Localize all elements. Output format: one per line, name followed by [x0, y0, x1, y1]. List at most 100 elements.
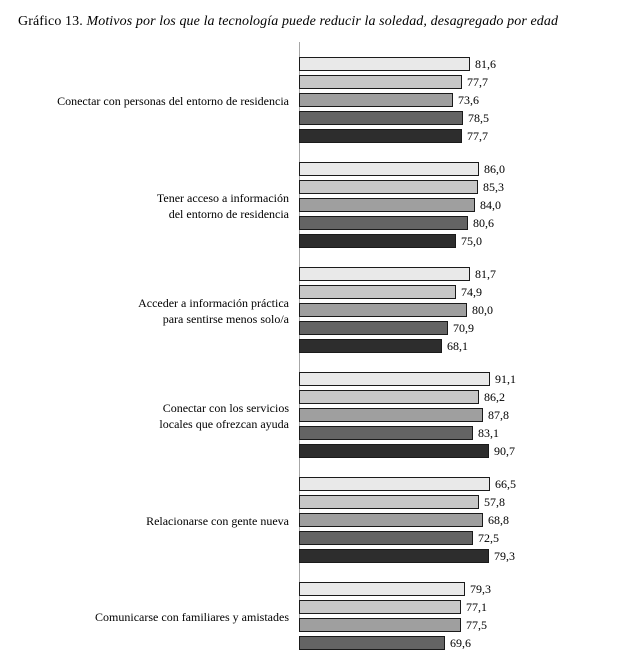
bar	[299, 267, 470, 281]
group-bars: 81,7 74,9 80,0 70,9 68,1	[299, 267, 621, 357]
bar-row: 70,9	[299, 321, 621, 335]
bar-value-label: 80,0	[472, 302, 493, 317]
bar-row: 81,7	[299, 267, 621, 281]
group-bars: 79,3 77,1 77,5 69,6	[299, 582, 621, 654]
bar-value-label: 77,7	[467, 128, 488, 143]
bar	[299, 582, 465, 596]
chart-title: Gráfico 13. Motivos por los que la tecno…	[18, 14, 558, 30]
bar-value-label: 77,5	[466, 617, 487, 632]
bar-row: 57,8	[299, 495, 621, 509]
group-label-line: Tener acceso a información	[156, 191, 289, 206]
group-label-line: locales que ofrezcan ayuda	[159, 417, 289, 431]
bar-value-label: 87,8	[488, 407, 509, 422]
bar	[299, 285, 456, 299]
bar-value-label: 85,3	[483, 179, 504, 194]
bar	[299, 426, 473, 440]
bar	[299, 444, 489, 458]
bar-group: Comunicarse con familiares y amistades 79…	[0, 582, 621, 654]
bar	[299, 57, 470, 71]
bar-value-label: 84,0	[480, 197, 501, 212]
bar-row: 77,7	[299, 75, 621, 89]
bar-value-label: 70,9	[453, 320, 474, 335]
group-label-line: Conectar con personas del entorno de res…	[57, 94, 289, 109]
bar-row: 87,8	[299, 408, 621, 422]
bar-row: 73,6	[299, 93, 621, 107]
bar	[299, 477, 490, 491]
group-label-line: Relacionarse con gente nueva	[146, 514, 289, 529]
bar-group: Relacionarse con gente nueva 66,5 57,8 68,8…	[0, 477, 621, 567]
bar-value-label: 90,7	[494, 443, 515, 458]
bar	[299, 408, 483, 422]
bar	[299, 75, 462, 89]
bar	[299, 303, 467, 317]
group-bars: 66,5 57,8 68,8 72,5 79,3	[299, 477, 621, 567]
bar-group: Tener acceso a información del entorno de…	[0, 162, 621, 252]
bar-value-label: 57,8	[484, 494, 505, 509]
bar-row: 79,3	[299, 582, 621, 596]
group-label: Conectar con personas del entorno de res…	[0, 57, 299, 147]
group-label: Acceder a información práctica para senti…	[0, 267, 299, 357]
group-label-line: Comunicarse con familiares y amistades	[95, 610, 289, 625]
bar	[299, 339, 442, 353]
bar	[299, 513, 483, 527]
group-bars: 86,0 85,3 84,0 80,6 75,0	[299, 162, 621, 252]
bar-group: Acceder a información práctica para senti…	[0, 267, 621, 357]
bar-value-label: 77,7	[467, 74, 488, 89]
group-label: Conectar con los servicios locales que of…	[0, 372, 299, 462]
bar-row: 86,0	[299, 162, 621, 176]
bar-group: Conectar con personas del entorno de res…	[0, 57, 621, 147]
bar	[299, 234, 456, 248]
bar	[299, 495, 479, 509]
group-bars: 91,1 86,2 87,8 83,1 90,7	[299, 372, 621, 462]
bar-row: 91,1	[299, 372, 621, 386]
bar	[299, 111, 463, 125]
bar-row: 74,9	[299, 285, 621, 299]
bar	[299, 129, 462, 143]
bar-value-label: 72,5	[478, 530, 499, 545]
bar	[299, 372, 490, 386]
bar-row: 90,7	[299, 444, 621, 458]
bar	[299, 216, 468, 230]
bar-value-label: 74,9	[461, 284, 482, 299]
bar-value-label: 77,1	[466, 599, 487, 614]
bar	[299, 618, 461, 632]
bar	[299, 600, 461, 614]
bar-row: 69,6	[299, 636, 621, 650]
bar-value-label: 81,7	[475, 266, 496, 281]
bar-row: 85,3	[299, 180, 621, 194]
chart-title-prefix: Gráfico 13.	[18, 14, 83, 29]
bar-value-label: 79,3	[494, 548, 515, 563]
bar-row: 75,0	[299, 234, 621, 248]
bar-value-label: 73,6	[458, 92, 479, 107]
bar-chart: Conectar con personas del entorno de res…	[0, 57, 621, 669]
bar	[299, 93, 453, 107]
group-label-line: del entorno de residencia	[168, 207, 289, 221]
bar-row: 72,5	[299, 531, 621, 545]
bar-row: 66,5	[299, 477, 621, 491]
bar-row: 77,1	[299, 600, 621, 614]
bar-value-label: 86,0	[484, 161, 505, 176]
group-label: Tener acceso a información del entorno de…	[0, 162, 299, 252]
bar-value-label: 80,6	[473, 215, 494, 230]
bar-row: 78,5	[299, 111, 621, 125]
bar-row: 80,6	[299, 216, 621, 230]
bar	[299, 321, 448, 335]
bar	[299, 549, 489, 563]
bar-row: 68,1	[299, 339, 621, 353]
group-label-line: para sentirse menos solo/a	[162, 312, 289, 326]
bar-row: 77,5	[299, 618, 621, 632]
bar-value-label: 78,5	[468, 110, 489, 125]
group-label: Relacionarse con gente nueva	[0, 477, 299, 567]
bar-value-label: 91,1	[495, 371, 516, 386]
bar-row: 68,8	[299, 513, 621, 527]
bar-row: 84,0	[299, 198, 621, 212]
bar-value-label: 69,6	[450, 635, 471, 650]
bar-value-label: 81,6	[475, 56, 496, 71]
bar	[299, 162, 479, 176]
group-label: Comunicarse con familiares y amistades	[0, 582, 299, 654]
bar-row: 81,6	[299, 57, 621, 71]
bar	[299, 390, 479, 404]
bar-value-label: 75,0	[461, 233, 482, 248]
bar-value-label: 83,1	[478, 425, 499, 440]
chart-groups: Conectar con personas del entorno de res…	[0, 57, 621, 654]
